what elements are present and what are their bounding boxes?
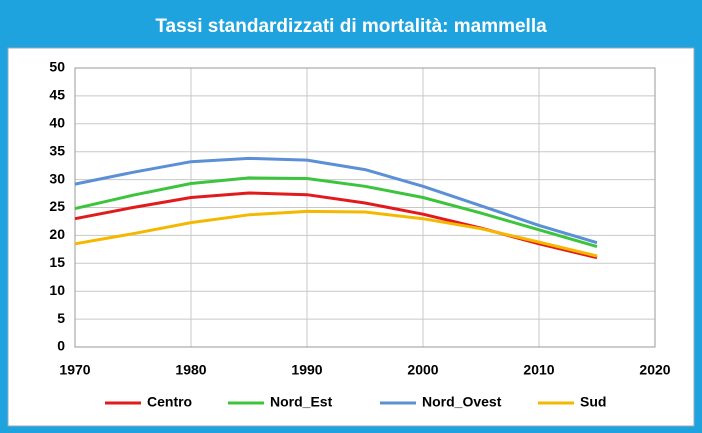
series-line <box>74 176 598 249</box>
x-tick-label: 2020 <box>639 362 670 378</box>
y-tick-label: 40 <box>49 115 65 131</box>
x-tick-label: 2000 <box>407 362 438 378</box>
y-tick-label: 10 <box>49 282 65 298</box>
legend-label: Nord_Ovest <box>422 394 502 410</box>
y-tick-label: 15 <box>49 254 65 270</box>
legend-label: Sud <box>580 394 606 410</box>
y-tick-label: 0 <box>57 338 65 354</box>
legend-label: Centro <box>147 394 192 410</box>
y-tick-label: 50 <box>49 59 65 75</box>
y-tick-label: 25 <box>49 198 65 214</box>
x-tick-label: 1970 <box>59 362 90 378</box>
series-line <box>74 156 598 245</box>
y-tick-label: 45 <box>49 87 65 103</box>
y-tick-label: 20 <box>49 226 65 242</box>
chart-title: Tassi standardizzati di mortalità: mamme… <box>155 16 547 37</box>
x-tick-label: 1980 <box>175 362 206 378</box>
y-tick-label: 35 <box>49 142 65 158</box>
y-tick-label: 30 <box>49 170 65 186</box>
y-tick-label: 5 <box>57 310 65 326</box>
legend-label: Nord_Est <box>270 394 333 410</box>
x-tick-label: 1990 <box>291 362 322 378</box>
x-tick-label: 2010 <box>523 362 554 378</box>
series-line <box>74 209 598 258</box>
